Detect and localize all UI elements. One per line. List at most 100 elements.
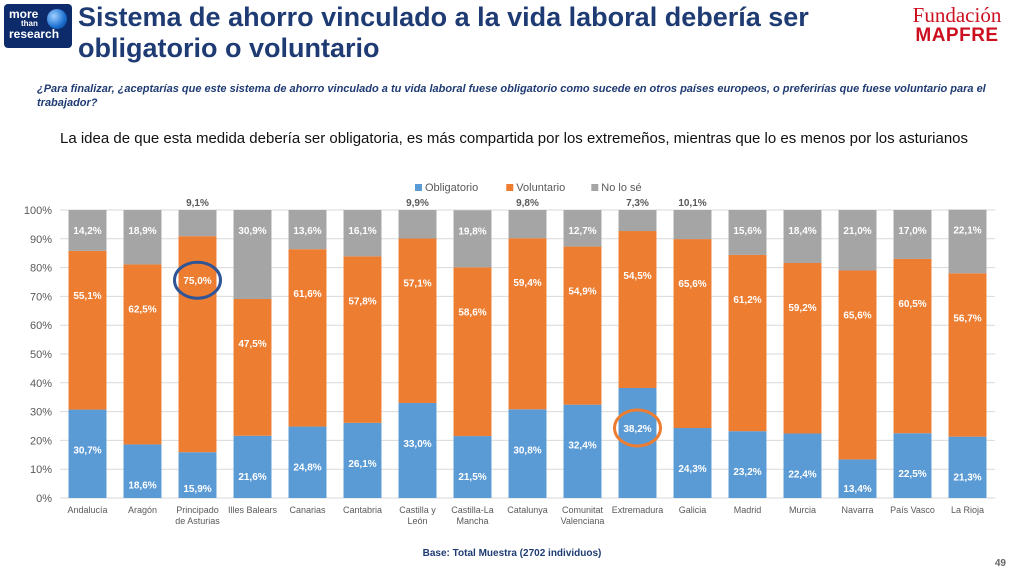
bar-segment	[453, 436, 492, 498]
data-label: 18,6%	[128, 480, 156, 491]
data-label: 30,7%	[73, 446, 101, 457]
legend-swatch	[506, 184, 514, 191]
fundacion-mapfre-logo: Fundación MAPFRE	[898, 4, 1016, 46]
x-tick-label: Andalucía	[67, 505, 107, 515]
x-tick-label: Madrid	[734, 505, 762, 515]
y-tick-label: 100%	[24, 205, 52, 217]
survey-question: ¿Para finalizar, ¿aceptarías que este si…	[37, 83, 986, 109]
data-label: 54,9%	[568, 287, 596, 298]
bar-segment	[838, 210, 877, 271]
data-label: 21,5%	[458, 472, 486, 483]
more-than-research-logo: more than research	[4, 4, 72, 48]
data-label: 57,1%	[403, 279, 431, 290]
data-label: 15,6%	[733, 226, 761, 237]
data-label: 24,8%	[293, 463, 321, 474]
legend-swatch	[415, 184, 422, 191]
bar-segment	[398, 210, 437, 239]
data-label: 60,5%	[898, 299, 926, 310]
bar-segment	[893, 258, 932, 434]
bar-segment	[673, 239, 712, 429]
data-label: 57,8%	[348, 296, 376, 307]
bar-segment	[68, 210, 107, 251]
y-tick-label: 20%	[30, 435, 52, 447]
data-label: 38,2%	[623, 424, 651, 435]
y-tick-label: 30%	[30, 407, 52, 419]
data-label: 61,2%	[733, 295, 761, 306]
bar-segment	[288, 426, 327, 498]
bar-segment	[948, 209, 987, 274]
legend-swatch	[591, 184, 599, 191]
bar-segment	[343, 256, 382, 423]
bar-segment	[508, 409, 547, 498]
base-note: Base: Total Muestra (2702 individuos)	[422, 548, 602, 559]
legend-label: No lo sé	[601, 182, 641, 194]
bar-segment	[838, 459, 877, 498]
data-label: 17,0%	[898, 226, 926, 237]
bar-segment	[123, 210, 162, 265]
bar-segment	[123, 444, 162, 498]
bar-segment	[838, 270, 877, 460]
data-label: 62,5%	[128, 304, 156, 315]
data-label: 9,9%	[406, 198, 429, 209]
data-label: 14,2%	[73, 226, 101, 237]
brand-line-1: Fundación	[912, 3, 1002, 27]
bar-segment	[288, 249, 327, 427]
data-label: 22,4%	[788, 469, 816, 480]
x-tick-label: Valenciana	[561, 516, 605, 526]
bar-segment	[948, 436, 987, 498]
data-label: 13,4%	[843, 484, 871, 495]
data-label: 21,6%	[238, 472, 266, 483]
data-label: 24,3%	[678, 464, 706, 475]
bar-segment	[508, 210, 547, 239]
bar-segment	[618, 231, 657, 388]
legend-label: Voluntario	[516, 182, 565, 194]
x-tick-label: Comunitat	[562, 505, 604, 515]
data-label: 21,3%	[953, 473, 981, 484]
data-label: 15,9%	[183, 484, 211, 495]
y-tick-label: 60%	[30, 320, 52, 332]
data-label: 56,7%	[953, 313, 981, 324]
x-tick-label: Principado	[176, 505, 219, 515]
bar-segment	[563, 246, 602, 405]
bar-segment	[728, 210, 767, 255]
y-tick-label: 10%	[30, 464, 52, 476]
data-label: 59,2%	[788, 303, 816, 314]
legend-label: Obligatorio	[425, 182, 478, 194]
x-tick-label: Murcia	[789, 505, 816, 515]
x-tick-label: La Rioja	[951, 505, 984, 515]
bar-segment	[783, 262, 822, 434]
data-label: 18,4%	[788, 226, 816, 237]
x-tick-label: León	[407, 516, 427, 526]
bar-segment	[673, 210, 712, 240]
bar-segment	[893, 210, 932, 259]
data-label: 26,1%	[348, 459, 376, 470]
bar-segment	[68, 409, 107, 498]
bar-segment	[948, 273, 987, 437]
bar-segment	[178, 210, 217, 237]
bar-segment	[288, 210, 327, 250]
data-label: 23,2%	[733, 467, 761, 478]
page-number: 49	[994, 558, 1006, 569]
highlight-circle	[173, 260, 222, 300]
data-label: 12,7%	[568, 226, 596, 237]
y-tick-label: 90%	[30, 234, 52, 246]
y-tick-label: 50%	[30, 349, 52, 361]
data-label: 54,5%	[623, 271, 651, 282]
bar-segment	[563, 404, 602, 498]
data-label: 75,0%	[183, 276, 211, 287]
bar-segment	[783, 433, 822, 498]
bar-segment	[728, 431, 767, 498]
data-label: 61,6%	[293, 289, 321, 300]
x-tick-label: Cantabria	[343, 505, 382, 515]
bar-segment	[398, 402, 437, 498]
x-tick-label: Mancha	[456, 516, 488, 526]
bar-segment	[233, 298, 272, 436]
x-tick-label: Canarias	[289, 505, 326, 515]
x-tick-label: Illes Balears	[228, 505, 278, 515]
bar-segment	[508, 238, 547, 410]
data-label: 21,0%	[843, 226, 871, 237]
bar-segment	[783, 210, 822, 263]
data-label: 59,4%	[513, 278, 541, 289]
logo-line-3: research	[9, 27, 60, 41]
y-tick-label: 70%	[30, 291, 52, 303]
